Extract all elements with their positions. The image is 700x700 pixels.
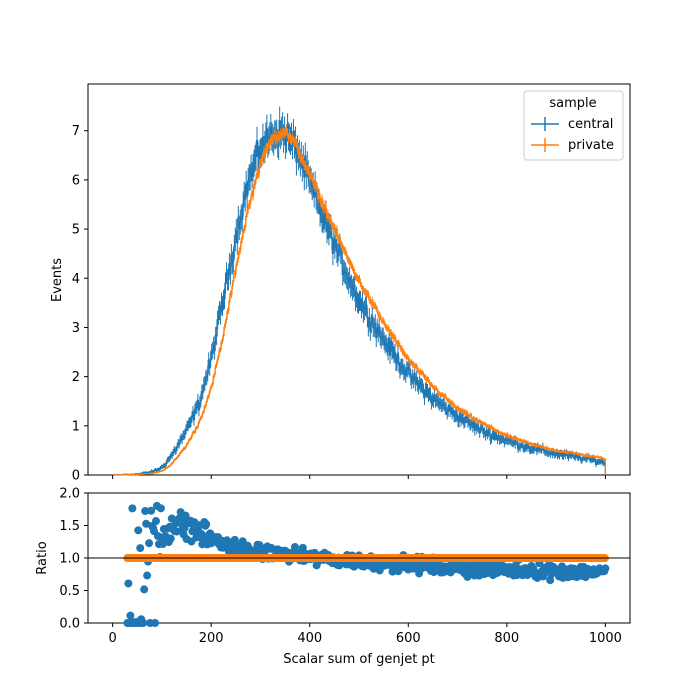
ratio-point-central bbox=[141, 507, 150, 516]
bottom-y-ticks: 0.0 0.5 1.0 1.5 2.0 bbox=[59, 487, 88, 632]
bottom-x-tick-label: 0 bbox=[108, 631, 116, 646]
x-axis-label: Scalar sum of genjet pt bbox=[283, 652, 435, 667]
ratio-point-central bbox=[151, 619, 160, 627]
bottom-y-tick-label: 0.0 bbox=[59, 617, 80, 632]
legend-title: sample bbox=[549, 96, 596, 111]
top-y-tick-label: 7 bbox=[72, 124, 80, 139]
ratio-point-central bbox=[143, 571, 152, 580]
top-y-tick-label: 0 bbox=[72, 469, 80, 484]
legend-item-private: private bbox=[531, 138, 614, 153]
legend-label-central: central bbox=[568, 117, 613, 132]
ratio-point-central bbox=[255, 541, 264, 550]
top-x-ticks bbox=[112, 475, 606, 479]
ratio-point-central bbox=[290, 542, 299, 551]
ratio-point-central bbox=[202, 520, 211, 529]
ratio-point-central bbox=[172, 527, 181, 536]
ratio-point-central bbox=[181, 511, 190, 520]
top-series-layer bbox=[112, 106, 607, 476]
top-y-axis-label: Events bbox=[50, 258, 65, 302]
histogram-private bbox=[112, 129, 607, 476]
legend-box bbox=[523, 90, 624, 161]
top-y-tick-label: 4 bbox=[72, 272, 80, 287]
top-y-tick-label: 3 bbox=[72, 321, 80, 336]
ratio-point-central bbox=[152, 517, 160, 526]
bottom-panel: 0.00.51.01.52.0 0 200 400 600 800 1000 Ratio … bbox=[35, 487, 631, 667]
legend-label-private: private bbox=[568, 138, 614, 153]
bottom-series-layer bbox=[88, 501, 630, 627]
ratio-point-central bbox=[124, 579, 133, 588]
top-y-tick-label: 6 bbox=[72, 173, 80, 188]
bottom-x-tick-label: 400 bbox=[297, 631, 322, 646]
ratio-point-central bbox=[156, 504, 165, 513]
top-y-ticks: 0 1 2 3 4 5 6 7 bbox=[72, 124, 88, 484]
ratio-point-central bbox=[136, 544, 145, 553]
ratio-point-central bbox=[145, 539, 154, 548]
ratio-point-central bbox=[177, 517, 186, 526]
bottom-x-tick-label: 800 bbox=[494, 631, 519, 646]
ratio-point-central bbox=[128, 504, 137, 513]
bottom-x-ticks: 0 200 400 600 800 1000 bbox=[108, 623, 622, 646]
bottom-y-tick-label: 0.5 bbox=[59, 584, 80, 599]
legend-item-central: central bbox=[531, 117, 613, 132]
legend: sample central private bbox=[523, 90, 624, 161]
ratio-point-central bbox=[139, 619, 148, 627]
bottom-x-tick-label: 600 bbox=[396, 631, 421, 646]
bottom-x-tick-label: 1000 bbox=[589, 631, 622, 646]
ratio-series-private bbox=[123, 554, 609, 562]
ratio-point-central bbox=[197, 529, 206, 538]
top-y-tick-label: 5 bbox=[72, 223, 80, 238]
bottom-y-tick-label: 2.0 bbox=[59, 487, 80, 502]
histogram-central bbox=[112, 120, 607, 476]
bottom-y-tick-label: 1.0 bbox=[59, 552, 80, 567]
top-y-tick-label: 1 bbox=[72, 419, 80, 434]
ratio-point-central bbox=[147, 506, 156, 515]
ratio-point-central bbox=[140, 585, 149, 594]
top-y-tick-label: 2 bbox=[72, 370, 80, 385]
ratio-point-central bbox=[134, 526, 143, 535]
ratio-point-central bbox=[601, 564, 610, 573]
ratio-point-central bbox=[298, 543, 307, 552]
series-private bbox=[112, 124, 607, 476]
bottom-y-axis-label: Ratio bbox=[35, 541, 50, 574]
bottom-y-tick-label: 1.5 bbox=[59, 519, 80, 534]
ratio-point-central bbox=[166, 534, 175, 543]
bottom-x-tick-label: 200 bbox=[199, 631, 224, 646]
ratio-point-central bbox=[126, 611, 135, 620]
